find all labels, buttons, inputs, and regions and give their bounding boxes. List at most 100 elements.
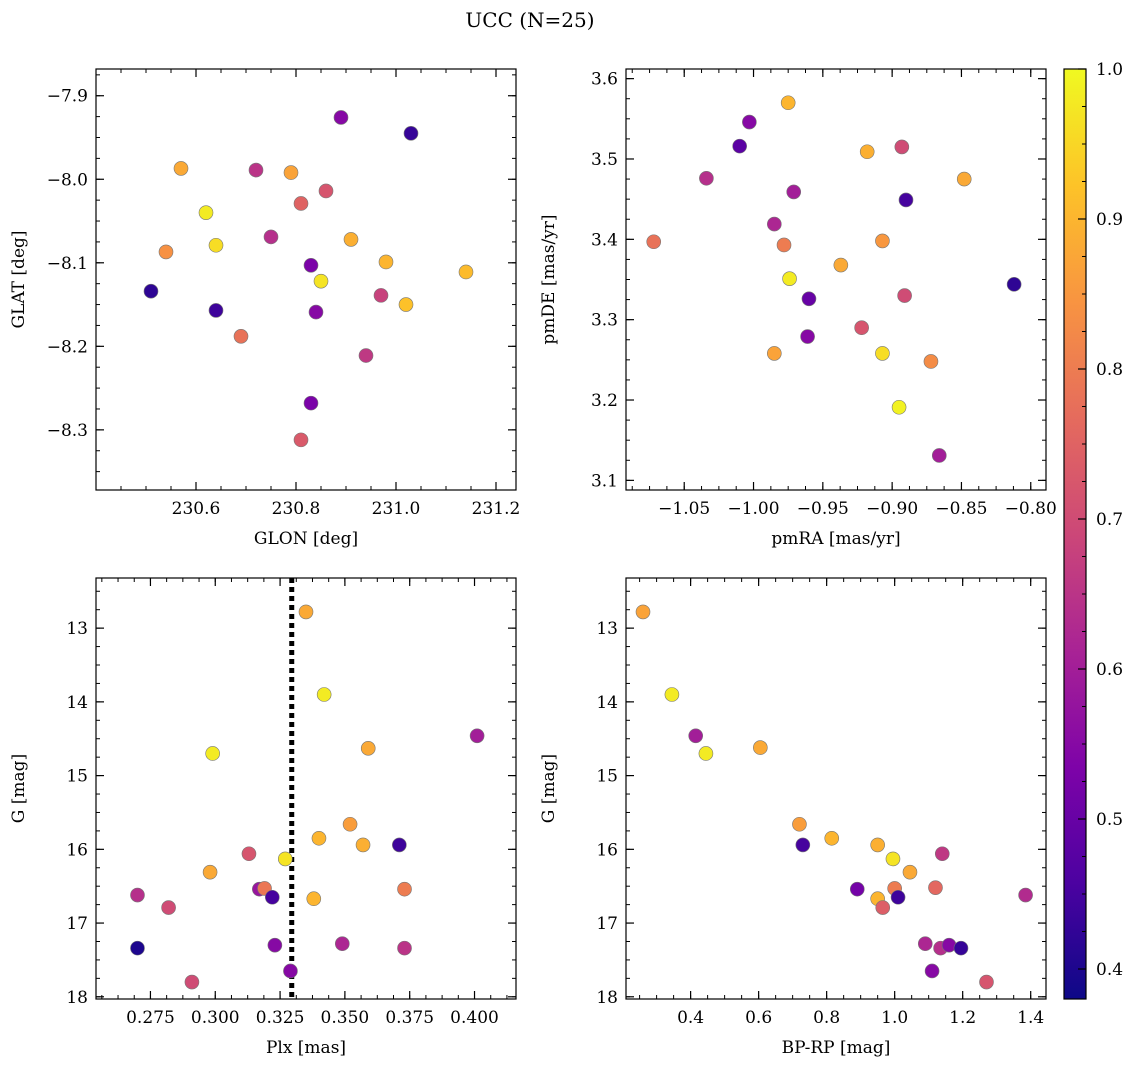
x-axis-label: GLON [deg] (254, 529, 358, 549)
x-tick-label: 1.0 (881, 1008, 908, 1028)
panel-glon-glat: 230.6 230.8 231.0 231.2 −7.9 −8.0 −8.1 −8.2 −8.3… (9, 68, 521, 549)
y-tick-label: 17 (596, 914, 618, 934)
x-tick-label: −1.05 (658, 499, 710, 519)
data-point (303, 257, 319, 273)
data-point (833, 257, 849, 273)
colorbar-frame (1063, 68, 1087, 1000)
data-point (360, 741, 376, 756)
data-point (875, 233, 890, 249)
data-point (780, 95, 796, 111)
data-point (699, 170, 714, 186)
y-axis-label: G [mag] (539, 754, 559, 823)
x-tick-label: 0.325 (256, 1008, 305, 1028)
data-point (890, 889, 906, 905)
axes-frame (95, 68, 517, 491)
colorbar-tick-label: 1.0 (1096, 60, 1123, 80)
y-tick-label: 3.2 (591, 391, 618, 411)
colorbar: 0.4 0.5 0.6 0.7 0.8 0.9 1.0 (1063, 60, 1123, 1000)
data-point (158, 244, 174, 260)
x-tick-label: 1.2 (949, 1008, 976, 1028)
panel-pmra-pmde: −1.05 −1.00 −0.95 −0.90 −0.85 −0.80 3.1 3.2 3.3 3… (539, 68, 1057, 549)
data-point (277, 851, 293, 867)
data-point (293, 196, 309, 211)
x-tick-label: 230.6 (172, 499, 221, 519)
data-point (688, 728, 704, 744)
data-point (392, 837, 407, 853)
data-point (313, 273, 329, 289)
data-point (854, 320, 869, 336)
data-point (205, 746, 220, 761)
data-point (885, 851, 901, 867)
data-point (800, 329, 815, 344)
y-tick-label: −7.9 (47, 87, 88, 107)
data-point (198, 205, 214, 220)
data-point (956, 171, 972, 187)
data-point (458, 264, 474, 280)
data-point (308, 304, 324, 320)
data-point (891, 399, 907, 415)
x-tick-label: −0.95 (797, 499, 849, 519)
data-point (1018, 887, 1033, 903)
y-axis-label: pmDE [mas/yr] (539, 214, 559, 344)
y-tick-label: 13 (66, 619, 88, 639)
data-point (934, 846, 950, 862)
data-point (824, 830, 840, 846)
data-point (398, 297, 414, 312)
panel-bprp-g: 0.4 0.6 0.8 1.0 1.2 1.4 13 14 15 16 17 18 BP-RP [mag… (539, 577, 1047, 1058)
y-tick-label: 14 (596, 693, 618, 713)
y-tick-label: 3.6 (591, 70, 618, 90)
y-tick-label: 3.3 (591, 311, 618, 331)
data-point (875, 900, 891, 915)
data-point (894, 139, 910, 155)
y-tick-label: 18 (66, 988, 88, 1008)
data-point (233, 329, 249, 344)
y-tick-label: 17 (66, 914, 88, 934)
data-point (267, 937, 283, 953)
data-point (923, 354, 939, 369)
data-point (333, 110, 349, 125)
x-tick-label: 0.8 (813, 1008, 840, 1028)
data-point (208, 303, 224, 318)
data-point (283, 165, 299, 180)
y-tick-label: 3.5 (591, 150, 618, 170)
x-axis-label: BP-RP [mag] (782, 1038, 891, 1058)
x-tick-label: 0.4 (677, 1008, 704, 1028)
data-point (378, 254, 394, 270)
data-point (130, 940, 145, 956)
y-tick-label: 16 (596, 840, 618, 860)
x-tick-label: 231.2 (472, 499, 521, 519)
x-tick-label: 0.350 (321, 1008, 370, 1028)
figure-title: UCC (N=25) (465, 8, 594, 32)
y-tick-label: 16 (66, 840, 88, 860)
data-point (979, 974, 994, 990)
data-point (870, 837, 885, 853)
data-point (343, 232, 359, 247)
colorbar-tick-label: 0.4 (1096, 960, 1123, 980)
data-point (931, 448, 947, 463)
x-tick-label: 0.375 (385, 1008, 434, 1028)
x-axis-label: Plx [mas] (266, 1038, 346, 1058)
data-point (732, 138, 747, 154)
axes-frame (625, 68, 1047, 491)
y-tick-label: −8.0 (47, 170, 88, 190)
x-tick-label: 230.8 (272, 499, 321, 519)
y-tick-label: 15 (66, 767, 88, 787)
y-tick-label: 18 (596, 988, 618, 1008)
axes-frame (625, 577, 1047, 1000)
data-point (334, 936, 350, 952)
data-point (248, 162, 264, 178)
data-point (767, 216, 782, 232)
data-point (342, 816, 358, 832)
x-tick-label: 0.400 (450, 1008, 499, 1028)
data-point (742, 114, 757, 130)
data-point (1006, 277, 1022, 292)
x-tick-label: 0.275 (126, 1008, 175, 1028)
data-point (283, 963, 298, 979)
data-point (293, 432, 309, 448)
axes-frame (95, 577, 517, 1000)
data-point (184, 974, 200, 990)
data-point (264, 889, 280, 905)
data-point (316, 687, 332, 702)
y-tick-label: 14 (66, 693, 88, 713)
